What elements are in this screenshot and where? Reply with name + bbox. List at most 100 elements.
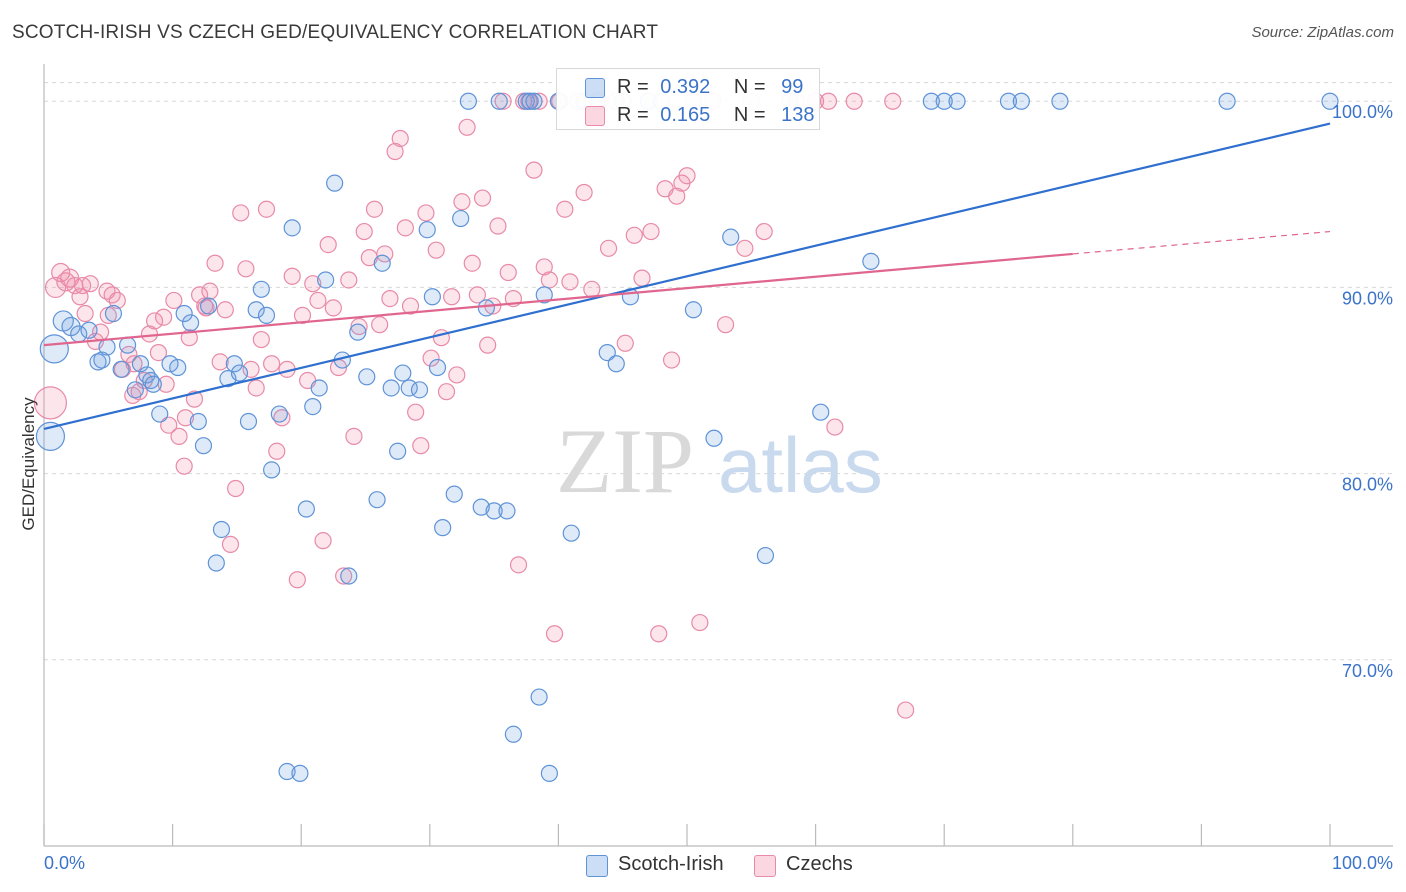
czechs-point <box>530 92 548 110</box>
stats-legend: R = 0.392 N = 99 R = 0.165 N = 138 <box>556 68 820 130</box>
scotch-irish-point <box>297 500 315 518</box>
legend-label-czechs: Czechs <box>786 853 853 875</box>
scotch-irish-point <box>189 412 207 431</box>
czechs-point <box>201 282 219 300</box>
czechs-point <box>335 567 353 585</box>
scotch-irish-point <box>756 546 775 565</box>
czechs-point <box>845 92 863 110</box>
czechs-point <box>176 409 195 427</box>
scotch-irish-point <box>394 364 412 382</box>
x-tick-label-max: 100.0% <box>1332 853 1393 873</box>
scotch-irish-point <box>104 304 123 323</box>
czechs-point <box>583 280 601 298</box>
scotch-irish-point <box>182 314 200 332</box>
czechs-point <box>473 189 492 207</box>
czechs-point <box>716 316 735 334</box>
czechs-point <box>736 239 754 257</box>
czechs-point <box>561 273 579 291</box>
czechs-point <box>599 239 618 257</box>
czechs-point <box>432 329 450 347</box>
czechs-point <box>355 222 373 241</box>
scotch-irish-point <box>263 461 281 479</box>
czechs-point <box>412 437 430 455</box>
czechs-point <box>884 92 902 110</box>
scotch-irish-point <box>434 519 452 537</box>
czechs-point <box>76 304 94 323</box>
czechs-point <box>165 291 183 310</box>
scotch-irish-point <box>194 437 213 455</box>
czechs-point <box>448 366 466 384</box>
scotch-irish-point <box>812 403 830 421</box>
czechs-point <box>407 403 425 421</box>
czechs-point <box>755 222 773 241</box>
czechs-point <box>340 271 358 289</box>
czechs-point <box>371 316 389 334</box>
czechs-point <box>386 142 404 161</box>
czechs-point <box>525 161 543 179</box>
czechs-point <box>897 701 915 719</box>
scotch-irish-point <box>1012 92 1030 110</box>
trend-lines <box>43 122 1331 431</box>
scotch-irish-point <box>35 421 66 451</box>
czechs-point <box>642 222 660 241</box>
czechs-point <box>535 258 553 276</box>
czechs-point <box>154 308 173 326</box>
czechs-point <box>44 276 67 299</box>
czechs-point <box>463 254 481 272</box>
czechs-point <box>175 457 193 475</box>
czechs-point <box>263 355 281 373</box>
scotch-irish-point <box>212 520 231 539</box>
scotch-irish-point <box>423 288 441 306</box>
scotch-irish-point <box>1051 92 1069 110</box>
scotch-irish-swatch <box>586 855 608 877</box>
scotch-irish-point <box>93 351 111 369</box>
czechs-point <box>545 625 564 643</box>
czechs-point <box>216 301 234 319</box>
scotch-irish-point <box>126 381 144 399</box>
scotch-irish-point <box>39 334 69 364</box>
scotch-irish-point <box>598 343 616 362</box>
scotch-irish-point <box>459 92 477 110</box>
scotch-irish-point <box>607 355 625 373</box>
scotch-irish-point <box>80 321 98 339</box>
scotch-irish-point <box>445 485 463 503</box>
scotch-irish-point <box>257 306 276 324</box>
czechs-point <box>662 351 681 369</box>
czechs-trend-extension <box>1072 230 1331 255</box>
scotch-irish-point <box>310 379 328 397</box>
scotch-irish-point <box>225 355 243 373</box>
legend-row-scotch-irish: R = 0.392 N = 99 <box>557 73 819 101</box>
scotch-irish-point <box>98 338 116 356</box>
czechs-point <box>401 297 420 315</box>
scotch-irish-point <box>535 286 553 304</box>
y-tick-label: 100.0% <box>1332 102 1393 122</box>
czechs-point <box>170 427 188 445</box>
czechs-point <box>556 200 574 218</box>
scotch-irish-point <box>200 297 218 315</box>
scotch-irish-point <box>278 762 296 781</box>
scotch-irish-point <box>540 764 558 782</box>
x-tick-label-min: 0.0% <box>44 853 85 873</box>
czechs-point <box>206 254 224 272</box>
czechs-point <box>145 312 164 330</box>
czechs-point <box>575 183 593 202</box>
czechs-point <box>237 260 255 278</box>
czechs-point <box>309 291 327 310</box>
czechs-point <box>247 379 265 397</box>
czechs-point <box>650 625 668 643</box>
czechs-point <box>826 418 844 436</box>
y-tick-label: 70.0% <box>1342 661 1393 681</box>
czechs-point <box>489 217 507 235</box>
scotch-irish-point <box>252 280 270 298</box>
scotch-irish-point <box>304 397 322 416</box>
czechs-point <box>149 343 168 362</box>
scotch-irish-point <box>239 412 258 431</box>
series-legend: Scotch-Irish Czechs <box>0 850 1406 880</box>
scotch-irish-point <box>230 364 249 382</box>
czechs-point <box>252 330 270 349</box>
czechs-point <box>540 271 558 289</box>
watermark-atlas: atlas <box>718 421 883 509</box>
czechs-point <box>616 334 634 352</box>
czechs-point <box>350 317 368 336</box>
